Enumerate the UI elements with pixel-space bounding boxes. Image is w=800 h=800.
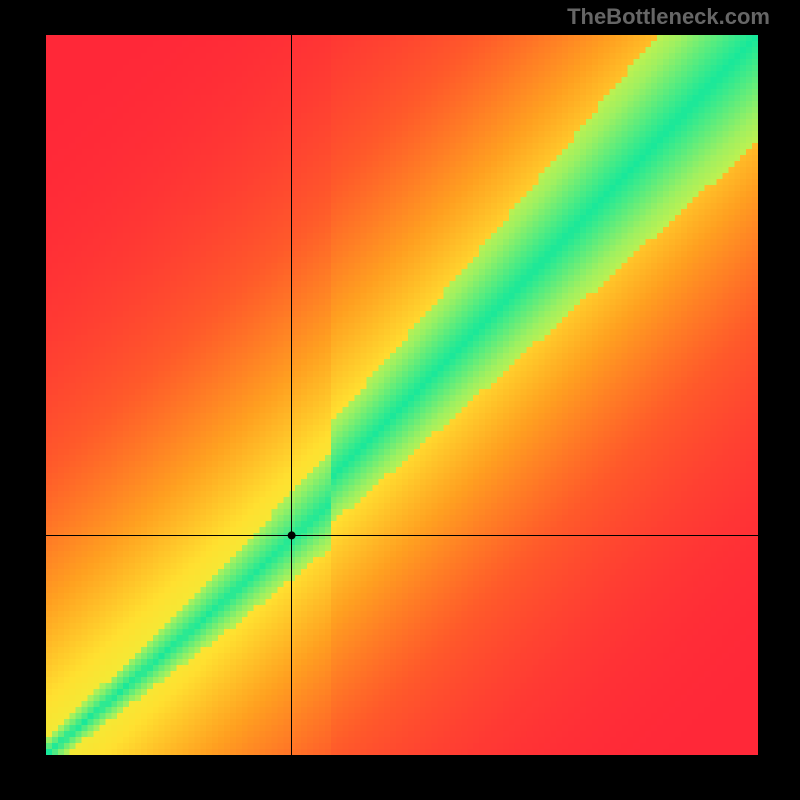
- crosshair-overlay: [46, 35, 758, 755]
- watermark-text: TheBottleneck.com: [567, 4, 770, 30]
- crosshair-marker: [288, 531, 296, 539]
- chart-container: { "watermark": { "text": "TheBottleneck.…: [0, 0, 800, 800]
